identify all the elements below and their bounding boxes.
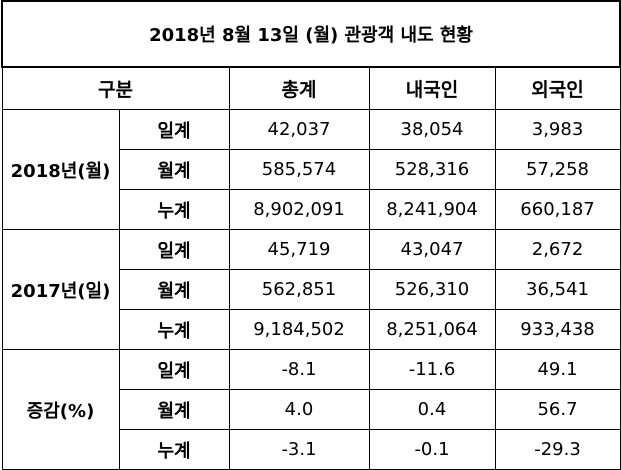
value-cell: -0.1 xyxy=(368,429,496,470)
table-title: 2018년 8월 13일 (월) 관광객 내도 현황 xyxy=(0,0,621,68)
header-row: 구분 총계 내국인 외국인 xyxy=(1,66,621,110)
value-cell: 3,983 xyxy=(494,109,621,150)
header-cell: 외국인 xyxy=(494,66,621,110)
data-row: 누계 -3.1 -0.1 -29.3 xyxy=(2,429,621,470)
data-row: 증감(%) 일계 -8.1 -11.6 49.1 xyxy=(1,349,621,470)
row-label: 월계 xyxy=(118,149,230,190)
value-cell: -8.1 xyxy=(228,349,370,390)
row-label: 일계 xyxy=(118,109,230,150)
group-label: 2018년(월) xyxy=(1,109,120,230)
data-row: 월계 562,851 526,310 36,541 xyxy=(2,269,621,310)
data-row: 월계 4.0 0.4 56.7 xyxy=(2,389,621,430)
value-cell: 0.4 xyxy=(368,389,496,430)
value-cell: 585,574 xyxy=(228,149,370,190)
value-cell: 36,541 xyxy=(494,269,621,310)
row-label: 누계 xyxy=(118,189,230,230)
value-cell: 38,054 xyxy=(368,109,496,150)
value-cell: 8,902,091 xyxy=(228,189,370,230)
value-cell: 4.0 xyxy=(228,389,370,430)
row-label: 일계 xyxy=(118,349,230,390)
row-label: 누계 xyxy=(118,429,230,470)
group-label: 증감(%) xyxy=(1,349,120,470)
value-cell: 933,438 xyxy=(494,309,621,350)
header-cell: 내국인 xyxy=(368,66,496,110)
value-cell: -29.3 xyxy=(494,429,621,470)
data-row: 누계 8,902,091 8,241,904 660,187 xyxy=(2,189,621,230)
value-cell: 526,310 xyxy=(368,269,496,310)
value-cell: 562,851 xyxy=(228,269,370,310)
value-cell: 8,241,904 xyxy=(368,189,496,230)
header-cell: 총계 xyxy=(228,66,370,110)
row-label: 월계 xyxy=(118,269,230,310)
group-label: 2017년(일) xyxy=(1,229,120,350)
value-cell: 9,184,502 xyxy=(228,309,370,350)
row-label: 누계 xyxy=(118,309,230,350)
value-cell: -3.1 xyxy=(228,429,370,470)
value-cell: 2,672 xyxy=(494,229,621,270)
data-row: 누계 9,184,502 8,251,064 933,438 xyxy=(2,309,621,350)
value-cell: 56.7 xyxy=(494,389,621,430)
value-cell: 8,251,064 xyxy=(368,309,496,350)
title-row: 2018년 8월 13일 (월) 관광객 내도 현황 xyxy=(0,0,621,68)
row-label: 일계 xyxy=(118,229,230,270)
data-row: 2018년(월) 일계 42,037 38,054 3,983 xyxy=(1,109,621,230)
value-cell: 660,187 xyxy=(494,189,621,230)
header-cell: 구분 xyxy=(1,66,230,110)
value-cell: 45,719 xyxy=(228,229,370,270)
value-cell: 49.1 xyxy=(494,349,621,390)
value-cell: 57,258 xyxy=(494,149,621,190)
value-cell: -11.6 xyxy=(368,349,496,390)
data-row: 2017년(일) 일계 45,719 43,047 2,672 xyxy=(1,229,621,350)
row-label: 월계 xyxy=(118,389,230,430)
value-cell: 43,047 xyxy=(368,229,496,270)
data-row: 월계 585,574 528,316 57,258 xyxy=(2,149,621,190)
value-cell: 528,316 xyxy=(368,149,496,190)
value-cell: 42,037 xyxy=(228,109,370,150)
